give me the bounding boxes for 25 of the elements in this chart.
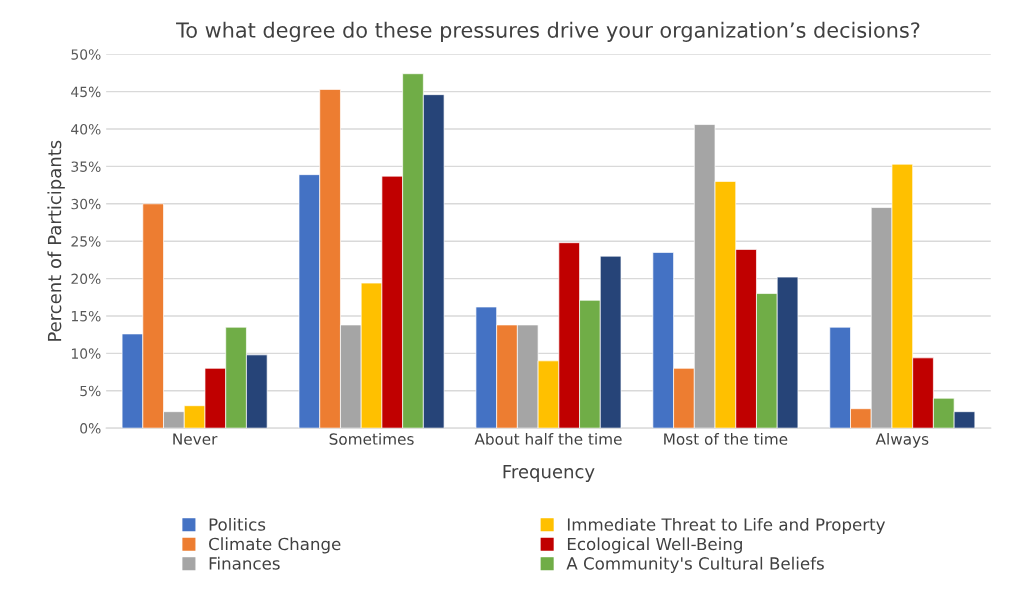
y-axis-title: Percent of Participants	[47, 140, 65, 341]
y-tick-label: 20%	[71, 273, 101, 285]
x-axis-title: Frequency	[503, 465, 595, 482]
legend-label: A Community's Cultural Beliefs	[566, 556, 824, 573]
y-tick-label: 35%	[71, 161, 101, 172]
y-tick-label: 5%	[80, 385, 101, 397]
x-tick-label: Most of the time	[664, 432, 788, 445]
y-tick-label: 40%	[71, 124, 101, 135]
x-tick-label: Sometimes	[329, 432, 414, 445]
legend-label: Politics	[209, 517, 266, 531]
legend-label: Finances	[209, 556, 280, 570]
y-tick-label: 30%	[71, 198, 101, 210]
x-tick-label: Never	[173, 433, 218, 445]
y-tick-label: 50%	[71, 49, 101, 60]
x-tick-label: About half the time	[474, 432, 622, 445]
y-tick-label: 45%	[71, 86, 101, 98]
legend-label: Ecological Well-Being	[567, 537, 742, 554]
legend-label: Climate Change	[209, 537, 341, 554]
chart-title: To what degree do these pressures drive your organization’s decisions?	[176, 21, 920, 42]
y-tick-label: 0%	[80, 423, 101, 434]
y-tick-label: 10%	[71, 348, 101, 359]
y-tick-label: 25%	[71, 236, 101, 247]
legend-label: Immediate Threat to Life and Property	[567, 517, 886, 535]
y-tick-label: 15%	[71, 310, 101, 322]
x-tick-label: Always	[875, 432, 929, 448]
